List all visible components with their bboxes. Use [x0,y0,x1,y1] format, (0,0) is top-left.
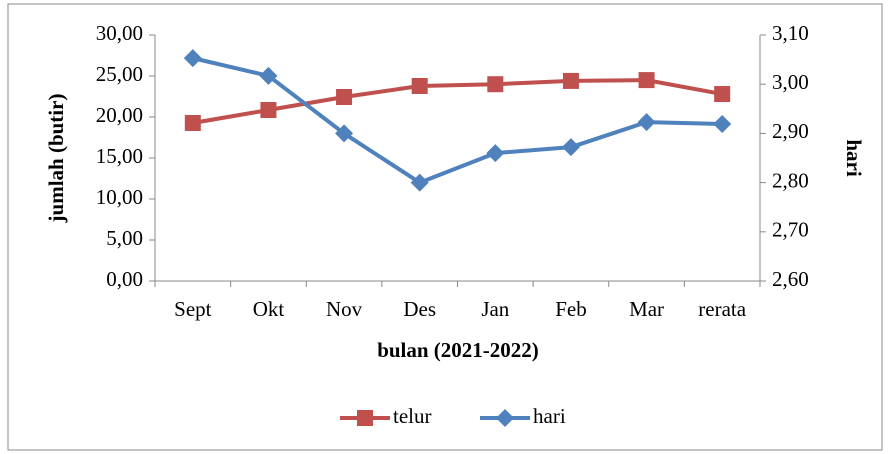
marker [561,138,580,157]
y-tick-label: 10,00 [96,185,143,209]
x-tick-label: Okt [253,297,285,321]
y-tick-label: 20,00 [96,103,143,127]
marker [336,88,353,105]
marker [487,76,504,93]
marker [638,72,655,89]
y2-tick-label: 2,70 [772,218,809,242]
x-tick-label: Mar [629,297,664,321]
y-tick-label: 0,00 [106,267,143,291]
x-tick-label: Des [403,297,436,321]
y-tick-label: 30,00 [96,21,143,45]
y-tick-label: 25,00 [96,62,143,86]
y-tick-label: 15,00 [96,144,143,168]
marker [357,410,373,426]
y2-tick-label: 3,00 [772,70,809,94]
y-tick-label: 5,00 [106,226,143,250]
marker [637,113,656,132]
marker [562,72,579,89]
x-axis-title: bulan (2021-2022) [377,338,539,362]
marker [260,102,277,119]
y2-tick-label: 2,90 [772,119,809,143]
marker [411,78,428,95]
marker [496,409,514,427]
marker [335,124,354,143]
marker [714,86,731,103]
marker [184,114,201,131]
x-tick-label: Feb [555,297,587,321]
marker [486,144,505,163]
y2-axis-title: hari [842,139,866,177]
chart-border [7,3,883,451]
marker [410,173,429,192]
x-tick-label: Nov [326,297,363,321]
marker [713,115,732,134]
x-tick-label: rerata [698,297,746,321]
marker [259,66,278,85]
y-axis-title: jumlah (butir) [44,94,68,224]
legend-label: telur [393,404,431,428]
line [192,56,723,185]
x-tick-label: Jan [481,297,509,321]
x-tick-label: Sept [174,297,212,321]
marker [183,49,202,68]
y2-tick-label: 3,10 [772,21,809,45]
y2-tick-label: 2,60 [772,267,809,291]
legend-label: hari [533,404,566,428]
line [192,78,723,125]
y2-tick-label: 2,80 [772,168,809,192]
